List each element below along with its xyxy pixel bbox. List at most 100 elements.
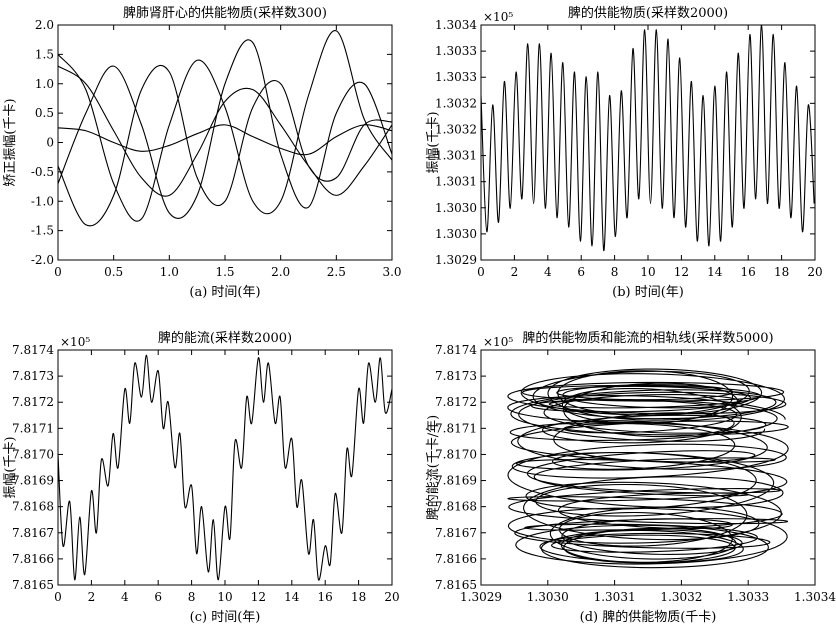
- y-tick-label: 1.3030: [435, 227, 477, 241]
- plot-frame: [57, 24, 393, 261]
- axis-exponent: ×10⁵: [483, 335, 513, 349]
- y-tick-label: 1.5: [35, 47, 54, 61]
- x-tick-label: 8: [188, 590, 196, 604]
- series-line-2: [58, 65, 392, 227]
- y-tick-label: 1.3030: [435, 201, 477, 215]
- y-tick-label: 7.8167: [12, 526, 54, 540]
- y-tick-label: -1.5: [31, 224, 54, 238]
- x-axis-label: (b) 时间(年): [612, 285, 684, 300]
- x-axis-label: (c) 时间(年): [190, 610, 261, 625]
- y-tick-label: 0: [46, 136, 54, 150]
- y-tick-label: 7.8174: [435, 343, 477, 357]
- x-tick-label: 1.3034: [794, 590, 836, 604]
- chart-title: 脾的能流(采样数2000): [158, 330, 292, 346]
- series-line-3: [58, 39, 392, 219]
- chart-title: 脾的供能物质和能流的相轨线(采样数5000): [522, 330, 773, 346]
- panel-d: 脾的供能物质和能流的相轨线(采样数5000) 1.3029 1.3030 1.3031…: [425, 330, 836, 625]
- x-tick-label: 12: [674, 265, 689, 279]
- y-axis-label: 矫正振幅(千卡): [3, 98, 18, 186]
- chart-title: 脾的供能物质(采样数2000): [568, 5, 728, 21]
- x-tick-label: 8: [611, 265, 619, 279]
- y-tick-label: 2.0: [35, 18, 54, 32]
- y-tick-label: 1.3033: [435, 70, 477, 84]
- x-tick-label: 1.5: [215, 265, 234, 279]
- y-tick-label: 7.8165: [435, 578, 477, 592]
- y-tick-label: -0.5: [31, 165, 54, 179]
- y-axis-label: 脾的能流(千卡/年): [425, 415, 441, 521]
- axis-exponent: ×10⁵: [60, 335, 90, 349]
- y-tick-label: 7.8172: [12, 395, 54, 409]
- x-tick-label: 18: [351, 590, 366, 604]
- y-tick-label: 7.8173: [12, 369, 54, 383]
- x-tick-label: 1.3031: [594, 590, 636, 604]
- x-tick-label: 20: [384, 590, 399, 604]
- x-tick-label: 1.3029: [460, 590, 502, 604]
- y-tick-label: -2.0: [31, 253, 54, 267]
- series-line-1: [481, 25, 815, 252]
- x-tick-label: 6: [577, 265, 585, 279]
- y-tick-label: 7.8172: [435, 395, 477, 409]
- y-tick-label: 7.8170: [12, 447, 54, 461]
- y-tick-label: 7.8168: [435, 500, 477, 514]
- x-tick-label: 20: [807, 265, 822, 279]
- plot-frame: [480, 349, 816, 586]
- y-tick-label: 1.3033: [435, 44, 477, 58]
- series-line-1: [58, 30, 392, 222]
- y-tick-label: 1.3031: [435, 149, 477, 163]
- x-tick-label: 18: [774, 265, 789, 279]
- x-tick-label: 14: [707, 265, 723, 279]
- x-tick-label: 2.5: [327, 265, 346, 279]
- y-tick-label: 7.8171: [435, 421, 477, 435]
- x-tick-label: 16: [741, 265, 756, 279]
- y-tick-label: 7.8167: [435, 526, 477, 540]
- x-tick-label: 3.0: [382, 265, 401, 279]
- y-tick-label: 7.8174: [12, 343, 54, 357]
- series-line-1: [58, 354, 392, 581]
- x-tick-label: 16: [318, 590, 333, 604]
- x-tick-label: 14: [284, 590, 300, 604]
- panel-a: 脾肺肾肝心的供能物质(采样数300) 0 0.5 1.0 1.5 2.0 2.5 3.0 -2.…: [3, 5, 402, 300]
- chart-title: 脾肺肾肝心的供能物质(采样数300): [123, 5, 327, 21]
- x-tick-label: 0.5: [104, 265, 123, 279]
- y-tick-label: 1.3032: [435, 96, 477, 110]
- y-tick-label: 0.5: [35, 106, 54, 120]
- y-axis-label: 振幅(千卡): [426, 111, 441, 173]
- y-tick-label: 7.8166: [435, 552, 477, 566]
- x-tick-label: 2.0: [271, 265, 290, 279]
- y-tick-label: 7.8165: [12, 578, 54, 592]
- x-axis-label: (a) 时间(年): [189, 285, 260, 300]
- x-tick-label: 0: [477, 265, 485, 279]
- series-line-5: [58, 65, 392, 197]
- y-tick-label: 7.8169: [12, 474, 54, 488]
- x-tick-label: 1.3033: [727, 590, 769, 604]
- x-tick-label: 6: [154, 590, 162, 604]
- x-tick-label: 4: [544, 265, 552, 279]
- x-tick-label: 1.0: [160, 265, 179, 279]
- x-tick-label: 10: [640, 265, 655, 279]
- series-line-4: [58, 124, 392, 156]
- y-tick-label: 1.3029: [435, 253, 477, 267]
- x-tick-label: 0: [54, 590, 62, 604]
- y-tick-label: 1.0: [35, 77, 54, 91]
- y-tick-label: 7.8170: [435, 447, 477, 461]
- plot-frame: [57, 349, 393, 586]
- axis-exponent: ×10⁵: [483, 10, 513, 24]
- y-tick-label: 1.3031: [435, 175, 477, 189]
- x-tick-label: 2: [511, 265, 519, 279]
- x-tick-label: 10: [217, 590, 232, 604]
- y-tick-label: 1.3032: [435, 122, 477, 136]
- y-tick-label: -1.0: [31, 194, 54, 208]
- y-tick-label: 7.8168: [12, 500, 54, 514]
- y-tick-label: 7.8169: [435, 474, 477, 488]
- phase-trajectory: [507, 368, 789, 569]
- x-tick-label: 1.3032: [660, 590, 702, 604]
- panel-b: 脾的供能物质(采样数2000) 0 2 4 6 8 10 12 14 16 18 20 1.3029 1.…: [426, 5, 823, 300]
- y-tick-label: 7.8166: [12, 552, 54, 566]
- x-tick-label: 2: [88, 590, 96, 604]
- y-axis-label: 振幅(千卡): [3, 436, 18, 498]
- y-tick-label: 7.8173: [435, 369, 477, 383]
- panel-c: 脾的能流(采样数2000) 0 2 4 6 8 10 12 14 16 18 20 7.8165 7.81…: [3, 330, 400, 625]
- x-tick-label: 1.3030: [527, 590, 569, 604]
- x-tick-label: 0: [54, 265, 62, 279]
